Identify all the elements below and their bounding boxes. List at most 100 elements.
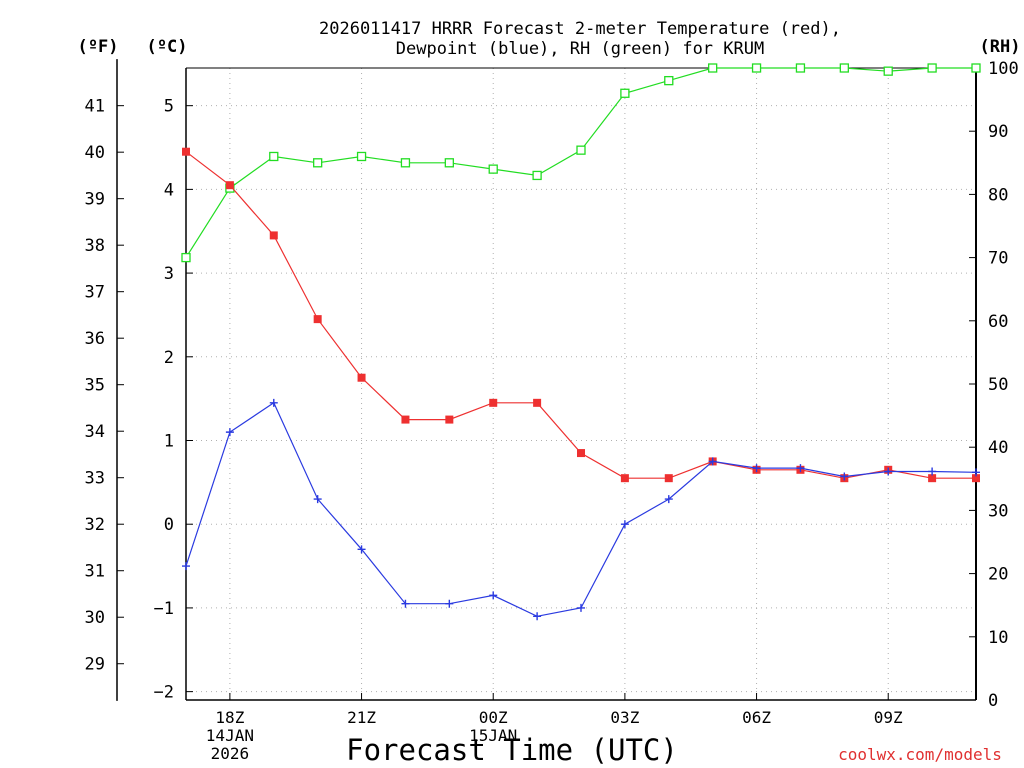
- rh-tick-label: 50: [988, 375, 1008, 395]
- rh-tick-label: 60: [988, 312, 1008, 332]
- temperature-point: [225, 181, 234, 190]
- fahrenheit-tick-label: 40: [85, 143, 105, 163]
- dewpoint-point: [577, 603, 585, 612]
- fahrenheit-tick-label: 34: [85, 422, 105, 442]
- temperature-point: [577, 449, 585, 458]
- celsius-tick-label: 2: [164, 348, 174, 368]
- rh-point: [313, 158, 323, 168]
- dewpoint-point: [489, 591, 498, 600]
- celsius-unit-label: (ºC): [147, 37, 188, 57]
- rh-point: [927, 63, 937, 73]
- x-tick-label: 18Z: [215, 708, 244, 727]
- dewpoint-point: [445, 599, 454, 608]
- dewpoint-point: [664, 495, 673, 504]
- dewpoint-point: [313, 495, 322, 504]
- fahrenheit-tick-label: 31: [85, 562, 105, 582]
- fahrenheit-tick-label: 33: [85, 469, 105, 489]
- dewpoint-point: [708, 457, 717, 466]
- rh-tick-label: 90: [988, 122, 1008, 142]
- temperature-point: [269, 231, 278, 240]
- temperature-point: [357, 373, 366, 382]
- fahrenheit-tick-label: 41: [85, 97, 105, 117]
- temperature-point: [401, 415, 410, 424]
- rh-unit-label: (RH): [980, 37, 1021, 57]
- temperature-point: [313, 315, 322, 324]
- credit-text: coolwx.com/models: [838, 745, 1002, 764]
- rh-point: [532, 170, 542, 181]
- chart-title: 2026011417 HRRR Forecast 2-meter Tempera…: [319, 19, 841, 39]
- fahrenheit-tick-label: 30: [85, 608, 105, 628]
- series-line-rh: [185, 67, 976, 258]
- x-tick-label: 06Z: [742, 708, 771, 727]
- celsius-tick-label: 1: [164, 432, 174, 452]
- temperature-point: [620, 474, 629, 483]
- series-line-temperature: [185, 151, 976, 479]
- dewpoint-point: [752, 464, 761, 473]
- x-tick-date: 15JAN: [469, 726, 517, 745]
- dewpoint-point: [620, 520, 629, 529]
- fahrenheit-tick-label: 32: [85, 515, 105, 535]
- dewpoint-point: [357, 545, 366, 554]
- temperature-point: [533, 398, 542, 407]
- rh-point: [664, 75, 674, 86]
- rh-point: [751, 63, 762, 73]
- fahrenheit-tick-label: 29: [85, 655, 105, 675]
- fahrenheit-unit-label: (ºF): [78, 37, 119, 57]
- temperature-point: [445, 415, 454, 424]
- x-axis-label: Forecast Time (UTC): [346, 733, 678, 767]
- rh-point: [488, 164, 498, 174]
- fahrenheit-tick-label: 35: [85, 376, 105, 396]
- celsius-tick-label: −1: [154, 599, 174, 619]
- rh-point: [971, 63, 981, 73]
- celsius-tick-label: 4: [164, 180, 174, 200]
- chart-subtitle: Dewpoint (blue), RH (green) for KRUM: [396, 39, 764, 59]
- dewpoint-point: [269, 398, 278, 407]
- rh-tick-label: 0: [988, 691, 998, 711]
- rh-tick-label: 30: [988, 501, 1008, 521]
- x-tick-label: 21Z: [347, 708, 376, 727]
- celsius-tick-label: 0: [164, 515, 174, 535]
- rh-point: [181, 252, 191, 263]
- temperature-point: [928, 474, 937, 483]
- x-tick-label: 00Z: [479, 708, 508, 727]
- rh-tick-label: 70: [988, 249, 1008, 269]
- rh-point: [620, 88, 630, 98]
- series-line-dewpoint: [185, 401, 977, 617]
- dewpoint-point: [796, 464, 805, 473]
- celsius-tick-label: 3: [164, 264, 174, 284]
- dewpoint-point: [533, 612, 542, 621]
- fahrenheit-tick-label: 36: [85, 329, 105, 349]
- fahrenheit-tick-label: 37: [85, 283, 105, 303]
- fahrenheit-tick-label: 39: [85, 190, 105, 210]
- dewpoint-point: [182, 562, 190, 571]
- rh-point: [400, 158, 411, 168]
- dewpoint-point: [928, 467, 937, 476]
- rh-point: [356, 151, 367, 162]
- dewpoint-point: [225, 428, 234, 437]
- temperature-point: [182, 147, 190, 156]
- x-tick-label: 03Z: [610, 708, 639, 727]
- x-tick-label: 09Z: [874, 708, 903, 727]
- celsius-tick-label: −2: [154, 683, 174, 703]
- dewpoint-point: [401, 599, 410, 608]
- rh-point: [444, 158, 454, 168]
- x-tick-date: 14JAN: [206, 726, 254, 745]
- rh-point: [708, 63, 718, 73]
- rh-point: [795, 63, 806, 73]
- fahrenheit-tick-label: 38: [85, 236, 105, 256]
- rh-point: [269, 151, 279, 162]
- celsius-tick-label: 5: [164, 97, 174, 117]
- rh-tick-label: 20: [988, 565, 1008, 585]
- rh-tick-label: 100: [988, 59, 1019, 79]
- temperature-point: [489, 398, 498, 407]
- rh-tick-label: 40: [988, 438, 1008, 458]
- x-tick-year: 2026: [211, 744, 250, 763]
- rh-tick-label: 80: [988, 185, 1008, 205]
- temperature-point: [664, 474, 673, 483]
- dewpoint-point: [972, 468, 980, 477]
- rh-point: [883, 66, 893, 76]
- dewpoint-point: [840, 472, 849, 481]
